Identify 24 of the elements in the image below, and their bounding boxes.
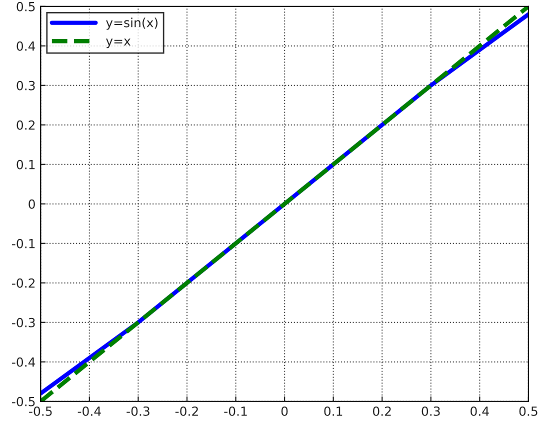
x-tick-label: 0.5 <box>519 406 538 416</box>
y-tick-label: 0 <box>28 199 35 209</box>
x-tick-label: 0.1 <box>324 406 342 416</box>
x-tick-label: 0.4 <box>470 406 489 416</box>
x-tick-label: -0.4 <box>78 406 101 416</box>
y-tick-label: 0.2 <box>16 120 35 130</box>
y-tick-label: -0.5 <box>12 396 35 406</box>
y-tick-label: -0.1 <box>12 238 35 248</box>
x-tick-label: 0.3 <box>422 406 440 416</box>
y-tick-label: 0.4 <box>16 41 36 51</box>
x-tick-label: 0.2 <box>372 406 391 416</box>
y-tick-label: -0.2 <box>12 278 35 288</box>
x-tick-label: -0.5 <box>29 406 52 416</box>
y-tick-label: 0.1 <box>16 160 35 170</box>
x-tick-label: -0.2 <box>175 406 198 416</box>
y-tick-label: -0.3 <box>12 318 35 328</box>
legend-label: y=x <box>106 38 131 48</box>
x-tick-label: -0.3 <box>126 406 150 416</box>
x-tick-label: -0.1 <box>224 406 247 416</box>
y-tick-label: -0.4 <box>12 357 36 367</box>
y-tick-label: 0.5 <box>16 2 35 12</box>
x-tick-label: 0 <box>281 406 288 416</box>
y-tick-label: 0.3 <box>16 80 35 90</box>
legend-label: y=sin(x) <box>106 18 158 30</box>
